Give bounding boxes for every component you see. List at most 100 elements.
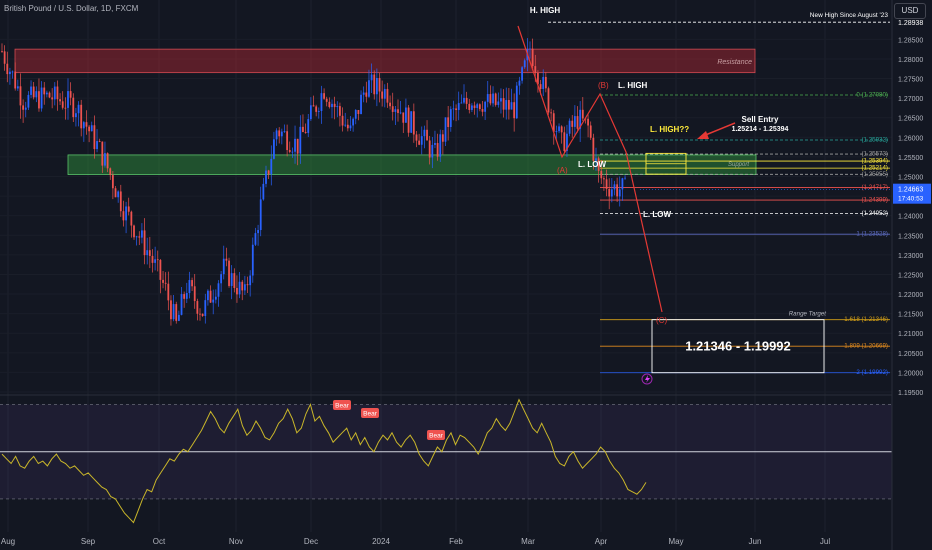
y-tick-label: 1.20500	[898, 351, 923, 358]
y-tick-label: 1.25500	[898, 155, 923, 162]
x-tick-label: May	[668, 537, 683, 546]
candle-body	[333, 103, 336, 108]
candle-body	[77, 104, 80, 114]
support-zone	[67, 154, 757, 175]
candle-body	[291, 151, 294, 153]
candle-body	[399, 112, 402, 114]
chart-title: British Pound / U.S. Dollar, 1D, FXCM	[4, 4, 139, 13]
candle-body	[64, 107, 67, 109]
candle-body	[352, 118, 355, 126]
resistance-zone	[14, 48, 756, 74]
candle-body	[175, 304, 178, 321]
candle-body	[246, 284, 249, 286]
candle-body	[24, 107, 27, 110]
candle-body	[497, 101, 500, 105]
candle-body	[130, 211, 133, 226]
candle-body	[563, 132, 566, 152]
candle-body	[93, 125, 96, 150]
candle-body	[391, 106, 394, 112]
candle-body	[243, 284, 246, 291]
y-tick-label: 1.28500	[898, 37, 923, 44]
candle-body	[220, 274, 223, 284]
bear-badge	[333, 400, 351, 410]
candle-body	[122, 211, 125, 221]
candle-body	[307, 119, 310, 133]
candle-body	[90, 125, 93, 132]
candle-body	[304, 131, 307, 133]
candle-body	[317, 110, 320, 112]
candle-body	[254, 233, 257, 245]
candle-body	[471, 105, 473, 110]
candle-body	[402, 112, 405, 123]
x-tick-label: Jun	[749, 537, 762, 546]
candle-body	[167, 283, 170, 301]
candle-body	[513, 102, 516, 119]
candle-body	[312, 105, 315, 107]
candle-body	[188, 280, 191, 294]
candle-body	[6, 63, 9, 75]
candle-body	[209, 290, 212, 303]
candle-body	[613, 184, 616, 190]
y-tick-label: 1.26500	[898, 116, 923, 123]
candle-body	[544, 76, 547, 89]
candle-body	[492, 93, 494, 104]
candle-body	[1, 51, 3, 52]
countdown-value: 17:40:53	[898, 196, 924, 203]
candle-body	[447, 117, 450, 128]
candle-body	[597, 158, 600, 171]
candle-body	[177, 314, 180, 321]
candle-body	[444, 117, 447, 142]
x-tick-label: Jul	[820, 537, 830, 546]
candle-body	[69, 91, 72, 98]
x-tick-label: Dec	[304, 537, 318, 546]
candle-body	[468, 103, 471, 110]
candle-body	[624, 177, 626, 179]
candle-body	[82, 122, 85, 129]
candle-body	[478, 104, 481, 110]
candle-body	[441, 134, 444, 142]
candle-body	[288, 150, 291, 152]
abc-wave-path	[517, 25, 663, 313]
candle-body	[581, 109, 584, 119]
price-axis: 1.28500 1.28000 1.27500 1.27000 1.26500 1.260…	[640, 0, 932, 550]
candle-body	[336, 106, 339, 108]
y-tick-label: 1.24000	[898, 214, 923, 221]
candle-body	[154, 259, 157, 263]
price-level-label: 1 (1.23528)	[856, 231, 888, 238]
candle-body	[515, 85, 518, 119]
candle-body	[14, 71, 17, 89]
candle-body	[362, 92, 365, 95]
candle-body	[605, 179, 608, 189]
candle-body	[201, 313, 204, 316]
candle-body	[299, 126, 302, 154]
candle-body	[360, 94, 362, 115]
candle-body	[465, 97, 468, 104]
candle-body	[457, 103, 460, 110]
candle-body	[412, 111, 415, 135]
candle-body	[262, 183, 265, 200]
currency-button[interactable]: USD	[894, 3, 926, 19]
candle-body	[534, 66, 537, 73]
candle-body	[204, 300, 207, 316]
candle-body	[325, 98, 328, 102]
candle-body	[11, 71, 14, 73]
candle-body	[341, 115, 344, 126]
price-level-label: (1.24052)	[862, 210, 889, 217]
candle-body	[460, 102, 463, 104]
candle-body	[249, 275, 252, 286]
candle-body	[125, 206, 127, 221]
candle-body	[537, 72, 539, 85]
x-tick-label: Aug	[1, 537, 15, 546]
range-target-value: 1.21346 - 1.19992	[685, 339, 791, 354]
candle-body	[302, 126, 304, 132]
candle-body	[61, 101, 64, 108]
y-tick-label: 1.21500	[898, 312, 923, 319]
candle-body	[43, 87, 46, 95]
candle-body	[518, 80, 521, 86]
candle-body	[241, 281, 244, 291]
candle-body	[172, 304, 175, 320]
candle-body	[576, 116, 579, 129]
candle-body	[573, 116, 576, 127]
wave-lines	[517, 25, 736, 313]
